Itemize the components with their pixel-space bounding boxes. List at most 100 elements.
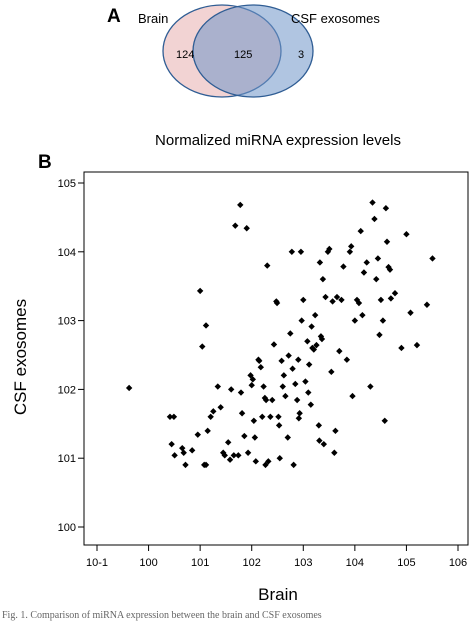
data-point	[316, 437, 323, 444]
panel-a-label: A	[107, 6, 121, 27]
x-axis-ticks: 10-1 100 101 102 103 104 105 106	[86, 545, 467, 569]
data-point	[313, 341, 320, 349]
data-point	[249, 376, 257, 383]
data-point	[371, 215, 378, 223]
data-point	[230, 452, 238, 459]
data-point	[168, 440, 175, 448]
venn-overlap-count: 125	[234, 49, 252, 61]
data-point	[326, 245, 333, 253]
x-tick-label: 106	[449, 557, 467, 569]
x-tick-label: 100	[139, 557, 157, 569]
data-point	[386, 266, 394, 273]
data-point	[232, 222, 239, 229]
data-point	[237, 201, 244, 209]
data-point	[363, 259, 370, 266]
x-tick-label: 104	[346, 557, 364, 569]
data-point	[204, 427, 211, 435]
data-point	[250, 417, 258, 424]
data-point	[265, 458, 272, 465]
data-point	[296, 410, 303, 417]
data-point	[267, 413, 274, 420]
data-point	[304, 338, 311, 345]
data-point	[199, 343, 206, 350]
data-points	[125, 199, 436, 469]
data-point	[293, 396, 301, 404]
data-point	[305, 389, 312, 396]
data-point	[125, 384, 133, 392]
x-tick-label: 101	[191, 557, 209, 569]
data-point	[429, 255, 436, 262]
data-point	[276, 455, 283, 462]
data-point	[217, 404, 224, 411]
data-point	[295, 356, 302, 363]
plot-frame	[83, 171, 469, 546]
data-point	[275, 413, 282, 420]
y-tick-label: 105	[58, 178, 76, 190]
data-point	[194, 431, 201, 438]
y-axis-label: CSF exosomes	[11, 299, 30, 415]
data-point	[322, 293, 329, 301]
data-point	[264, 262, 271, 269]
data-point	[292, 380, 299, 388]
data-point	[349, 392, 356, 400]
data-point	[336, 347, 343, 355]
data-point	[251, 434, 259, 441]
data-point	[285, 352, 292, 359]
data-point	[196, 287, 204, 295]
data-point	[403, 231, 410, 238]
data-point	[381, 417, 388, 424]
data-point	[170, 413, 178, 420]
data-point	[376, 331, 383, 339]
data-point	[298, 317, 305, 324]
data-point	[282, 392, 289, 400]
data-point	[311, 311, 319, 319]
data-point	[287, 330, 294, 337]
data-point	[318, 335, 326, 343]
scatter-chart: Normalized miRNA expression levels 10-1 1…	[11, 132, 469, 604]
data-point	[210, 408, 217, 415]
data-point	[241, 432, 248, 440]
figure-caption: Fig. 1. Comparison of miRNA expression b…	[2, 610, 322, 621]
data-point	[221, 452, 228, 459]
data-point	[367, 383, 374, 390]
data-point	[377, 296, 385, 304]
data-point	[256, 357, 263, 365]
data-point	[391, 290, 399, 297]
data-point	[252, 458, 259, 465]
data-point	[423, 301, 431, 308]
data-point	[275, 422, 283, 429]
data-point	[180, 449, 187, 456]
data-point	[413, 341, 421, 349]
data-point	[382, 205, 390, 212]
data-point	[289, 365, 296, 372]
y-tick-label: 104	[58, 247, 76, 259]
panel-b-label: B	[38, 152, 52, 173]
data-point	[278, 357, 285, 365]
y-axis-ticks: 100 101 102 103 104 105	[58, 178, 84, 534]
chart-title: Normalized miRNA expression levels	[155, 132, 401, 149]
data-point	[269, 396, 276, 404]
data-point	[308, 323, 315, 330]
venn-csf-circle	[192, 4, 314, 98]
data-point	[244, 449, 252, 456]
data-point	[202, 322, 210, 329]
data-point	[247, 372, 254, 379]
data-point	[207, 413, 214, 420]
data-point	[333, 293, 341, 301]
x-tick-label: 10-1	[86, 557, 108, 569]
data-point	[332, 427, 339, 435]
data-point	[290, 461, 297, 469]
data-point	[316, 259, 324, 266]
data-point	[257, 364, 264, 371]
data-point	[260, 383, 267, 390]
data-point	[248, 382, 255, 389]
data-point	[387, 295, 395, 302]
data-point	[340, 263, 347, 270]
x-tick-label: 102	[243, 557, 261, 569]
data-point	[171, 452, 178, 459]
data-point	[357, 227, 364, 235]
data-point	[348, 243, 355, 250]
data-point	[328, 368, 335, 376]
data-point	[360, 269, 368, 276]
